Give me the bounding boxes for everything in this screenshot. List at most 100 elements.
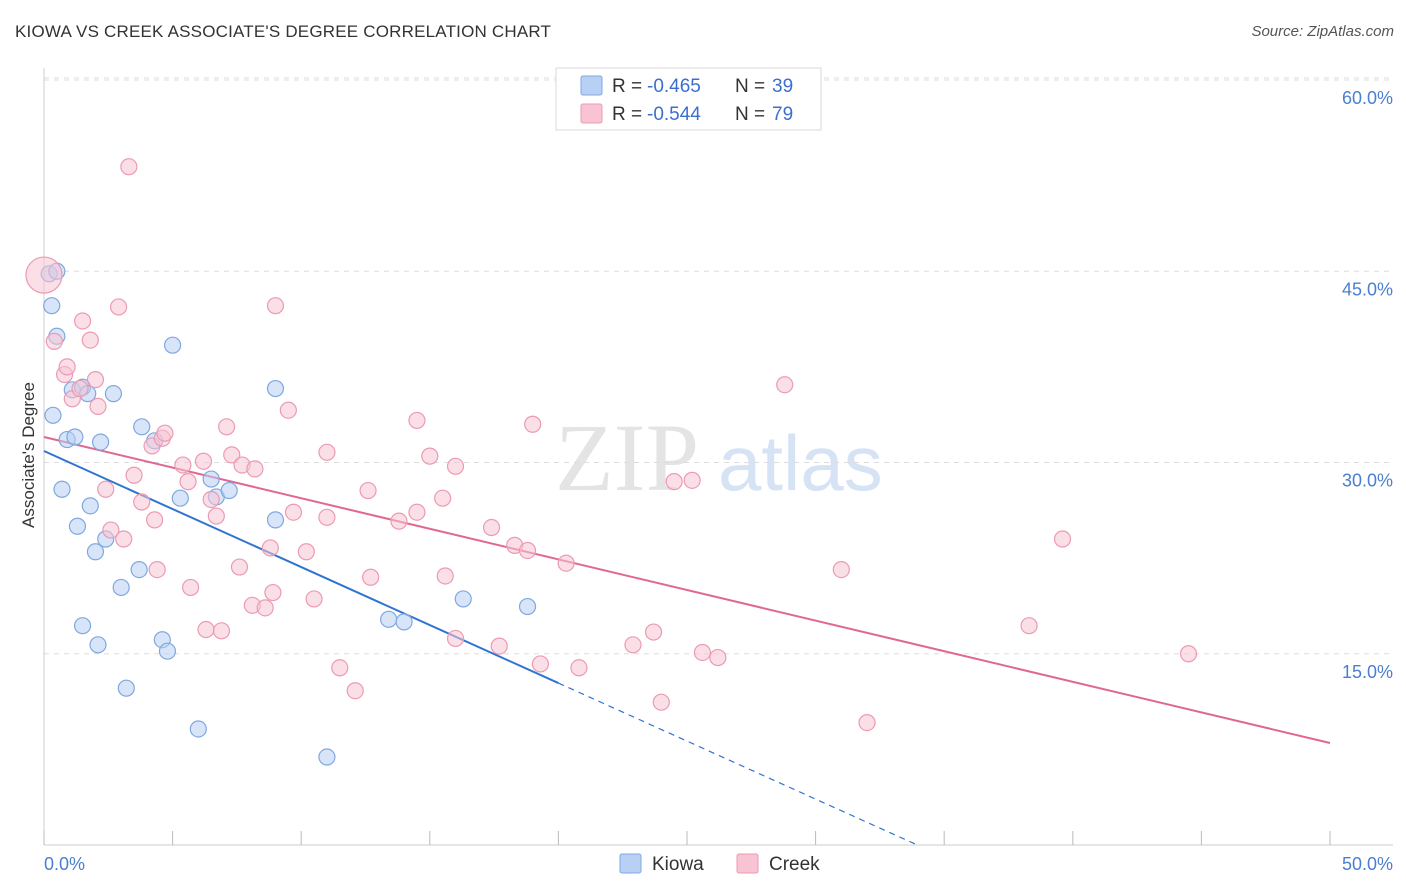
point-creek bbox=[182, 578, 200, 597]
y-tick-label: 15.0% bbox=[1342, 662, 1393, 682]
point-creek bbox=[284, 503, 303, 521]
point-kiowa bbox=[518, 597, 537, 616]
point-creek bbox=[207, 507, 225, 525]
point-kiowa bbox=[164, 336, 182, 354]
point-creek bbox=[531, 655, 549, 673]
point-creek bbox=[524, 415, 542, 433]
y-axis-label: Associate's Degree bbox=[19, 382, 38, 528]
point-kiowa bbox=[171, 489, 189, 507]
point-creek bbox=[197, 620, 215, 639]
point-creek bbox=[482, 518, 501, 537]
point-creek bbox=[683, 471, 701, 489]
legend-n-value-creek: 79 bbox=[772, 104, 793, 125]
point-creek bbox=[264, 583, 282, 602]
trend-lines bbox=[43, 436, 1331, 846]
point-creek bbox=[246, 460, 264, 478]
point-creek bbox=[71, 379, 89, 398]
point-creek bbox=[446, 457, 465, 475]
bottom-legend-swatch-kiowa bbox=[619, 853, 642, 874]
point-creek bbox=[194, 452, 213, 470]
point-kiowa bbox=[86, 543, 105, 561]
legend-r-value-kiowa: -0.465 bbox=[647, 76, 701, 97]
point-kiowa bbox=[130, 560, 148, 579]
point-creek bbox=[446, 629, 465, 648]
point-creek bbox=[109, 298, 128, 316]
point-creek bbox=[305, 590, 323, 608]
point-creek bbox=[81, 331, 99, 349]
point-creek bbox=[156, 424, 174, 442]
point-kiowa bbox=[318, 748, 336, 766]
point-kiowa bbox=[158, 642, 177, 660]
point-kiowa bbox=[43, 297, 61, 315]
point-creek bbox=[202, 490, 220, 509]
point-creek bbox=[318, 443, 336, 461]
point-creek bbox=[693, 643, 712, 662]
point-kiowa bbox=[380, 610, 398, 628]
x-tick-label-min: 0.0% bbox=[44, 854, 85, 874]
point-creek bbox=[490, 637, 508, 655]
trend-line-kiowa-extrapolated bbox=[558, 682, 918, 846]
point-kiowa bbox=[454, 590, 472, 608]
point-creek bbox=[408, 503, 426, 521]
point-kiowa bbox=[112, 578, 130, 597]
point-creek bbox=[518, 541, 537, 560]
point-creek bbox=[421, 447, 439, 465]
point-kiowa bbox=[266, 511, 285, 529]
point-creek bbox=[58, 358, 76, 376]
point-creek bbox=[434, 489, 452, 507]
point-creek bbox=[212, 622, 231, 640]
series-legend: Kiowa Creek bbox=[619, 853, 820, 875]
legend-r-value-creek: -0.544 bbox=[647, 104, 701, 125]
point-creek bbox=[120, 158, 138, 176]
point-creek bbox=[223, 446, 241, 464]
point-creek bbox=[148, 560, 166, 579]
point-creek bbox=[331, 659, 349, 677]
y-tick-label: 60.0% bbox=[1342, 88, 1393, 108]
point-creek bbox=[362, 568, 380, 586]
point-kiowa bbox=[117, 679, 135, 697]
point-creek bbox=[776, 376, 794, 394]
point-creek bbox=[89, 397, 107, 415]
point-creek bbox=[408, 411, 426, 430]
point-kiowa bbox=[133, 418, 151, 436]
legend-r-label-kiowa: R = bbox=[612, 76, 642, 97]
point-kiowa bbox=[81, 497, 99, 515]
point-creek bbox=[230, 558, 249, 576]
point-creek bbox=[218, 418, 236, 436]
point-creek bbox=[45, 332, 63, 350]
legend-swatch-kiowa bbox=[580, 75, 603, 96]
point-creek bbox=[624, 636, 642, 654]
point-kiowa bbox=[189, 720, 207, 738]
chart-title: KIOWA VS CREEK ASSOCIATE'S DEGREE CORREL… bbox=[15, 22, 552, 41]
point-creek bbox=[1020, 617, 1038, 635]
point-creek bbox=[115, 530, 133, 548]
point-creek bbox=[97, 480, 115, 498]
point-creek bbox=[390, 512, 408, 530]
point-kiowa bbox=[104, 385, 123, 403]
legend-n-label-kiowa: N = bbox=[735, 76, 765, 97]
point-creek bbox=[145, 511, 164, 529]
point-creek bbox=[73, 312, 92, 330]
point-creek bbox=[279, 401, 297, 419]
point-kiowa bbox=[395, 613, 413, 631]
bottom-legend-label-creek: Creek bbox=[769, 854, 820, 875]
point-creek bbox=[359, 481, 377, 500]
watermark-zip: ZIP bbox=[555, 404, 699, 511]
point-kiowa bbox=[44, 406, 62, 424]
point-creek bbox=[297, 543, 315, 561]
point-creek bbox=[256, 599, 274, 617]
legend-n-label-creek: N = bbox=[735, 104, 765, 125]
point-kiowa bbox=[68, 517, 87, 535]
trend-line-kiowa bbox=[43, 450, 559, 684]
point-kiowa bbox=[66, 428, 84, 446]
point-kiowa bbox=[202, 470, 220, 488]
axes: 15.0% 30.0% 45.0% 60.0% bbox=[43, 68, 1393, 846]
legend-n-value-kiowa: 39 bbox=[772, 76, 793, 97]
point-creek bbox=[1053, 530, 1072, 548]
point-kiowa bbox=[73, 617, 92, 635]
point-creek bbox=[318, 508, 336, 526]
point-creek bbox=[346, 682, 364, 700]
point-creek bbox=[832, 560, 850, 579]
point-creek bbox=[174, 456, 192, 474]
